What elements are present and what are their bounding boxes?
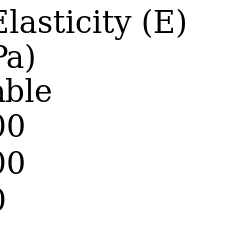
Text: 00: 00 xyxy=(0,113,26,144)
Text: 00: 00 xyxy=(0,150,26,181)
Text: Elasticity (E): Elasticity (E) xyxy=(0,9,187,40)
Text: 0: 0 xyxy=(0,187,7,218)
Text: Pa): Pa) xyxy=(0,43,36,74)
Text: able: able xyxy=(0,78,52,109)
